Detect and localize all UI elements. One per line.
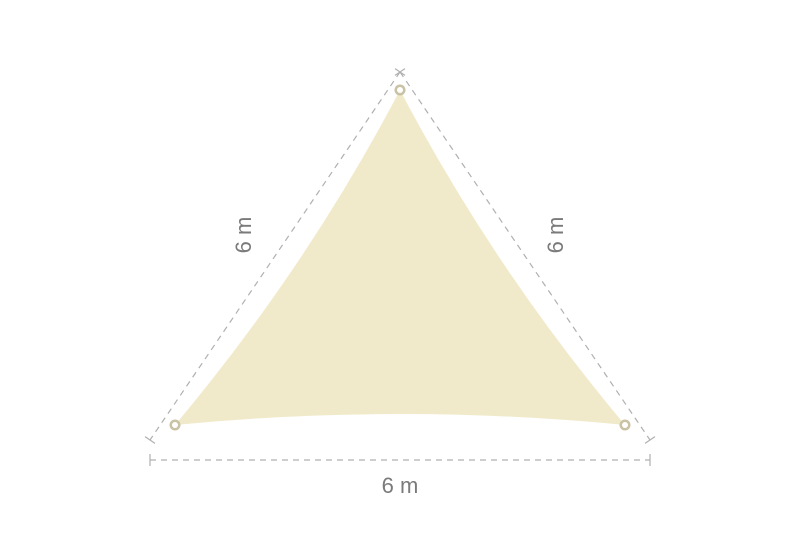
- dimension-label-bottom: 6 m: [382, 473, 419, 499]
- diagram-svg: [0, 0, 800, 533]
- dimension-label-right: 6 m: [543, 216, 569, 253]
- dimension-label-left: 6 m: [231, 216, 257, 253]
- sail-shape: [175, 90, 625, 425]
- dimension-tick: [645, 437, 655, 444]
- diagram-stage: 6 m 6 m 6 m: [0, 0, 800, 533]
- dimension-tick: [145, 437, 155, 444]
